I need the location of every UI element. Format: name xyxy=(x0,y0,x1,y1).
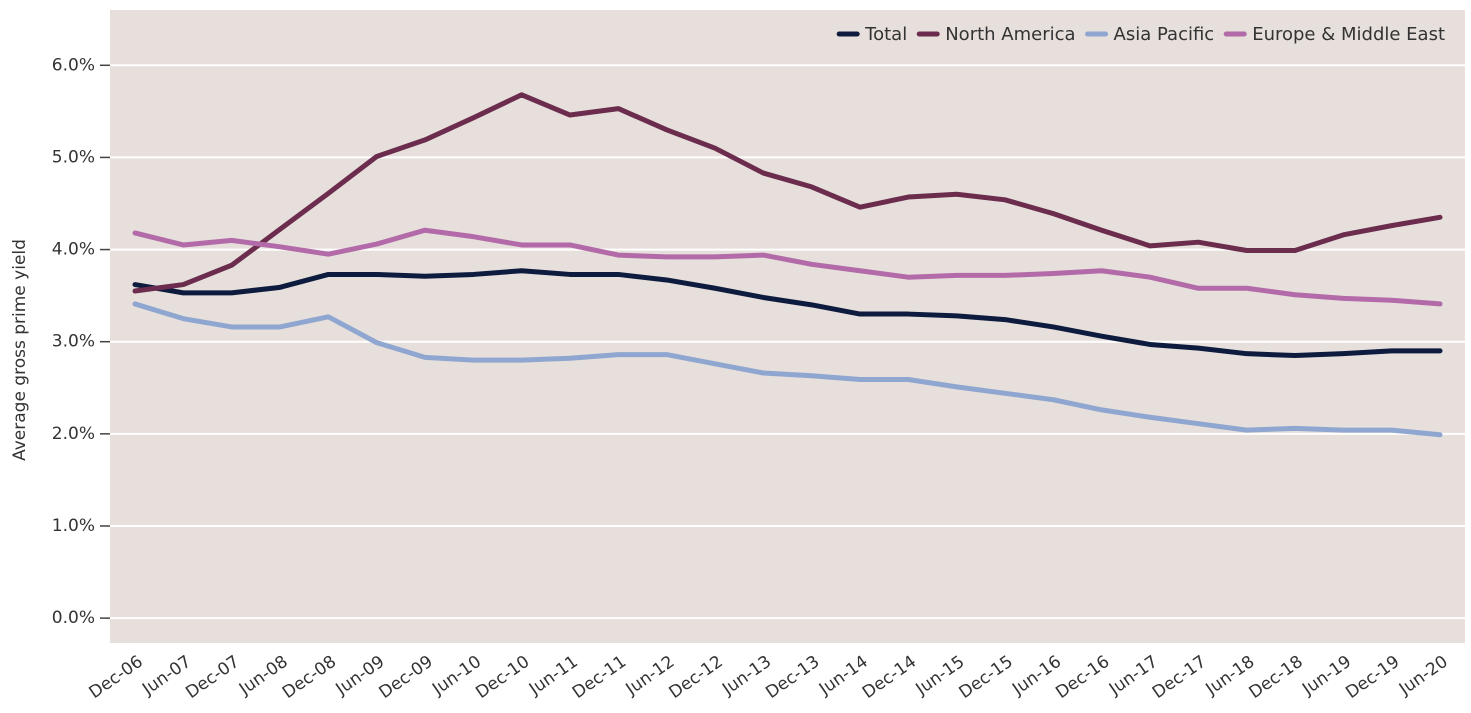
x-tick-label: Dec-15 xyxy=(956,652,1017,703)
legend-label: North America xyxy=(945,24,1075,45)
legend-label: Europe & Middle East xyxy=(1252,24,1445,45)
series-line xyxy=(132,92,1443,294)
x-tick-label: Jun-20 xyxy=(1395,652,1452,700)
y-tick-label: 1.0% xyxy=(52,516,95,536)
series-line xyxy=(132,268,1443,359)
x-tick-label: Dec-08 xyxy=(279,652,340,703)
x-tick-label: Dec-10 xyxy=(472,652,533,703)
legend-label: Total xyxy=(864,24,907,45)
plot-area xyxy=(110,10,1465,643)
y-axis-label: Average gross prime yield xyxy=(10,239,30,461)
y-tick-label: 0.0% xyxy=(52,608,95,628)
legend-label: Asia Pacific xyxy=(1114,24,1215,45)
x-tick-label: Dec-07 xyxy=(182,652,243,703)
y-tick-label: 5.0% xyxy=(52,147,95,167)
x-tick-label: Dec-16 xyxy=(1052,652,1113,703)
x-tick-label: Dec-06 xyxy=(86,652,147,703)
x-tick-label: Dec-18 xyxy=(1246,652,1307,703)
x-tick-label: Dec-12 xyxy=(666,652,727,703)
x-tick-label: Dec-19 xyxy=(1342,652,1403,703)
x-tick-label: Dec-13 xyxy=(762,652,823,703)
y-tick-label: 4.0% xyxy=(52,240,95,260)
x-tick-label: Dec-14 xyxy=(859,652,920,703)
y-tick-label: 2.0% xyxy=(52,424,95,444)
x-tick-label: Dec-17 xyxy=(1149,652,1210,703)
series-line xyxy=(132,301,1443,438)
x-tick-label: Dec-09 xyxy=(376,652,437,703)
y-tick-label: 6.0% xyxy=(52,55,95,75)
y-tick-label: 3.0% xyxy=(52,332,95,352)
x-tick-label: Dec-11 xyxy=(569,652,630,703)
series-line xyxy=(132,227,1443,307)
